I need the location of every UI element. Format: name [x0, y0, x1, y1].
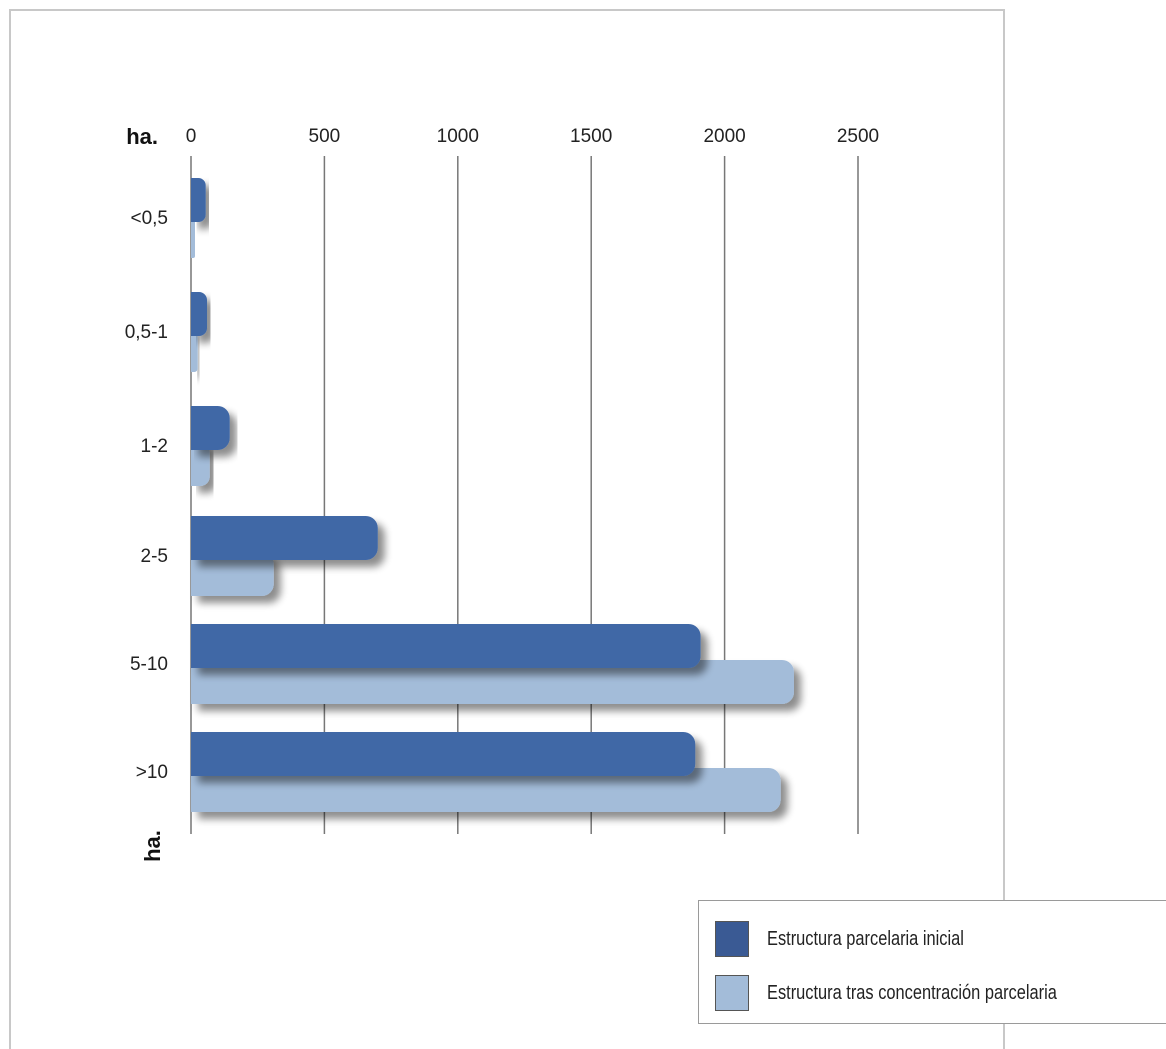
- bar-initial: [191, 624, 701, 668]
- y-category-label: 0,5-1: [125, 322, 168, 343]
- x-axis-label: ha.: [126, 124, 158, 149]
- legend-label-initial: Estructura parcelaria inicial: [767, 928, 964, 951]
- y-category-label: 2-5: [141, 546, 168, 567]
- y-category-label: <0,5: [130, 208, 168, 229]
- bar-initial: [191, 406, 230, 450]
- x-tick-label: 2000: [703, 126, 745, 147]
- x-tick-label: 2500: [837, 126, 879, 147]
- y-category-label: >10: [136, 762, 168, 783]
- legend-swatch-initial: [715, 921, 749, 957]
- y-category-label: 5-10: [130, 654, 168, 675]
- legend-item-after: Estructura tras concentración parcelaria: [715, 975, 1121, 1011]
- y-axis-label: ha.: [140, 830, 165, 862]
- bar-initial: [191, 292, 207, 336]
- bar-initial: [191, 732, 695, 776]
- legend-swatch-after: [715, 975, 749, 1011]
- x-tick-label: 1000: [437, 126, 479, 147]
- legend-item-initial: Estructura parcelaria inicial: [715, 921, 1007, 957]
- legend-label-after: Estructura tras concentración parcelaria: [767, 982, 1057, 1005]
- bar-initial: [191, 516, 378, 560]
- x-tick-label: 0: [186, 126, 197, 147]
- x-tick-label: 500: [309, 126, 341, 147]
- y-category-label: 1-2: [141, 436, 168, 457]
- x-tick-label: 1500: [570, 126, 612, 147]
- legend: Estructura parcelaria inicial Estructura…: [698, 900, 1166, 1024]
- bar-initial: [191, 178, 206, 222]
